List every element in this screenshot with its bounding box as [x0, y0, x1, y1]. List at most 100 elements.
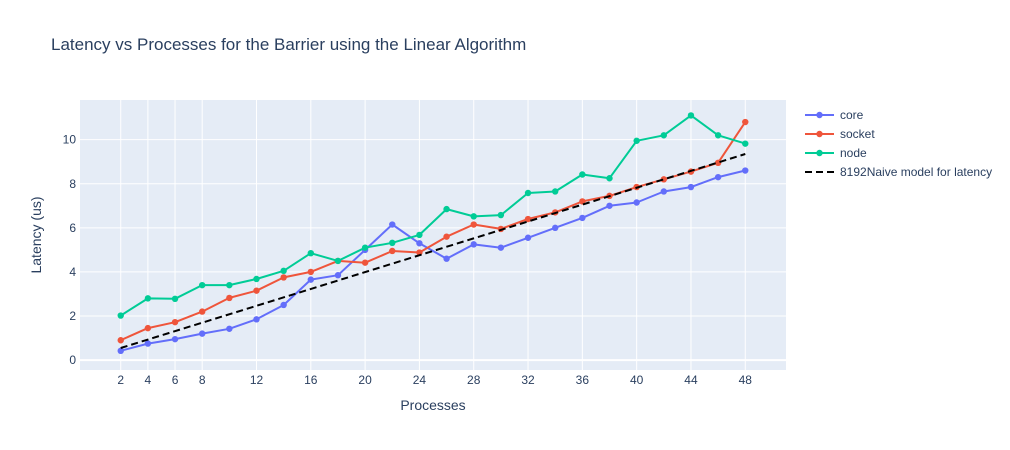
data-point-node: [307, 249, 315, 257]
x-tick-label: 12: [250, 373, 264, 387]
data-point-core: [742, 167, 749, 174]
data-point-node: [606, 175, 613, 182]
data-point-node: [443, 205, 450, 213]
legend-marker-socket: [816, 130, 823, 138]
data-point-node: [497, 211, 505, 219]
series-line-core: [120, 169, 746, 352]
x-axis-title: Processes: [400, 397, 465, 413]
legend-label-8192naive-model-for-latency: 8192Naive model for latency: [840, 165, 992, 179]
x-tick-label: 40: [630, 373, 644, 387]
data-point-node: [551, 188, 559, 195]
data-point-socket: [714, 159, 722, 167]
data-point-core: [253, 316, 260, 323]
x-tick-label: 28: [467, 373, 481, 387]
data-point-core: [579, 214, 586, 222]
data-point-socket: [389, 247, 396, 255]
data-point-core: [144, 340, 152, 347]
data-point-core: [470, 241, 477, 248]
x-tick-label: 44: [684, 373, 698, 387]
y-tick-label: 10: [63, 133, 77, 147]
data-point-core: [524, 234, 532, 241]
data-point-node: [389, 239, 396, 247]
y-tick-labels: 0 2 4 6 8 10: [63, 133, 77, 367]
x-tick-label: 36: [576, 373, 590, 387]
y-axis-title: Latency (us): [28, 196, 44, 273]
x-tick-labels: 2 4 6 8 12 16 20 24 28 32 36 40 44 48: [117, 373, 752, 387]
data-point-core: [551, 224, 559, 232]
chart-title: Latency vs Processes for the Barrier usi…: [51, 35, 526, 54]
data-point-socket: [524, 215, 532, 223]
data-point-node: [687, 112, 695, 119]
data-point-node: [633, 137, 640, 144]
y-tick-label: 8: [69, 177, 76, 191]
grid: [80, 100, 786, 370]
data-point-core: [389, 221, 396, 228]
x-tick-label: 4: [145, 373, 152, 387]
x-tick-label: 8: [199, 373, 206, 387]
data-point-core: [416, 240, 423, 247]
legend: core socket node 8192Naive model for latenc…: [805, 108, 992, 179]
data-point-node: [416, 231, 423, 239]
series-line-node: [120, 114, 746, 317]
legend-label-node: node: [840, 146, 867, 160]
x-tick-label: 32: [521, 373, 535, 387]
data-point-socket: [470, 221, 477, 228]
y-tick-label: 2: [69, 309, 76, 323]
data-point-node: [742, 140, 749, 147]
data-point-socket: [280, 274, 287, 281]
data-point-node: [144, 295, 152, 302]
data-point-node: [334, 257, 342, 265]
y-tick-label: 4: [69, 265, 76, 279]
data-point-core: [198, 330, 206, 337]
series-line-8192naive-model-for-latency: [120, 153, 746, 349]
x-tick-label: 6: [172, 373, 179, 387]
data-point-socket: [742, 118, 749, 126]
data-point-socket: [198, 308, 206, 315]
data-point-node: [470, 213, 477, 220]
data-point-core: [497, 244, 505, 251]
data-point-core: [606, 202, 613, 209]
data-point-socket: [117, 337, 124, 344]
data-point-node: [253, 275, 260, 283]
data-point-core: [280, 301, 287, 309]
data-point-socket: [307, 268, 315, 276]
data-point-node: [660, 132, 668, 139]
legend-label-socket: socket: [840, 127, 875, 141]
data-point-core: [633, 199, 640, 206]
x-tick-label: 2: [117, 373, 124, 387]
legend-marker-node: [816, 149, 823, 157]
data-point-node: [171, 295, 179, 303]
y-tick-label: 0: [69, 353, 76, 367]
legend-marker-core: [816, 111, 823, 119]
data-point-core: [714, 173, 722, 181]
plot-background: [80, 100, 786, 370]
data-point-core: [660, 188, 668, 195]
data-point-socket: [226, 294, 233, 302]
data-point-socket: [660, 176, 668, 183]
data-point-core: [226, 325, 233, 332]
data-point-core: [334, 272, 342, 279]
legend-label-core: core: [840, 108, 864, 122]
data-point-node: [280, 267, 287, 275]
data-point-socket: [361, 259, 369, 266]
data-point-socket: [144, 324, 152, 332]
x-tick-label: 24: [413, 373, 427, 387]
data-point-core: [443, 255, 450, 262]
data-point-socket: [171, 318, 179, 326]
x-tick-label: 48: [739, 373, 753, 387]
data-point-node: [579, 171, 586, 178]
data-point-core: [171, 335, 179, 343]
data-point-node: [117, 312, 124, 319]
x-tick-label: 20: [358, 373, 372, 387]
data-point-core: [687, 183, 695, 191]
data-point-node: [198, 281, 206, 289]
data-point-node: [361, 244, 369, 251]
data-point-socket: [443, 233, 450, 240]
y-tick-label: 6: [69, 221, 76, 235]
data-point-core: [307, 276, 315, 283]
data-point-node: [524, 189, 532, 197]
data-point-node: [714, 132, 722, 139]
data-point-socket: [253, 287, 260, 294]
data-point-node: [226, 281, 233, 289]
